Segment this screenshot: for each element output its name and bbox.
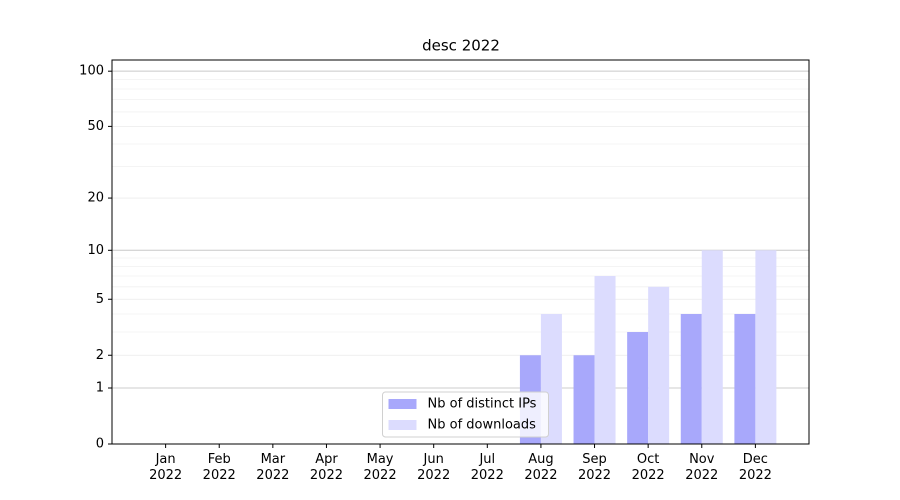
x-tick-label: Apr 2022: [309, 452, 343, 483]
bar: [734, 313, 756, 444]
x-tick-label: Mar 2022: [256, 452, 290, 483]
legend-swatch: [388, 399, 417, 409]
x-tick-label: Oct 2022: [631, 452, 665, 483]
y-tick-label: 2: [96, 348, 104, 363]
legend-swatch: [388, 420, 417, 430]
bar: [627, 332, 649, 444]
y-tick-label: 100: [79, 64, 104, 79]
bar: [573, 355, 595, 444]
x-tick-label: Feb 2022: [202, 452, 236, 483]
legend: Nb of distinct IPs Nb of downloads: [382, 391, 549, 438]
bar: [755, 250, 777, 444]
x-tick-label: Jul 2022: [470, 452, 504, 483]
legend-label: Nb of downloads: [428, 418, 537, 433]
y-tick-label: 50: [87, 119, 104, 134]
bar: [594, 276, 616, 444]
x-tick-label: May 2022: [363, 452, 397, 483]
x-tick-label: Nov 2022: [685, 452, 719, 483]
y-tick-label: 5: [96, 292, 104, 307]
x-tick-label: Sep 2022: [577, 452, 612, 483]
bar: [680, 313, 702, 444]
y-tick-label: 20: [87, 191, 104, 206]
x-tick-label: Dec 2022: [738, 452, 772, 483]
x-tick-label: Jan 2022: [149, 452, 183, 483]
x-tick-label: Aug 2022: [524, 452, 558, 483]
chart-title: desc 2022: [422, 37, 500, 55]
x-tick-label: Jun 2022: [417, 452, 451, 483]
bar: [648, 286, 670, 444]
y-tick-label: 0: [96, 437, 104, 452]
legend-box: [382, 391, 549, 438]
plot-frame: [111, 59, 810, 445]
legend-label: Nb of distinct IPs: [428, 397, 537, 412]
y-tick-label: 10: [87, 243, 104, 258]
y-tick-label: 1: [96, 381, 104, 396]
bar: [701, 250, 723, 444]
